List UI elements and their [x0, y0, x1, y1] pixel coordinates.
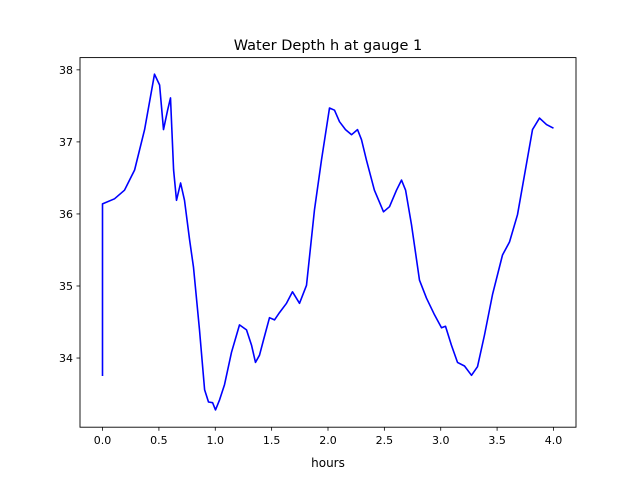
x-tick-label: 4.0 [545, 434, 563, 447]
y-tick-label: 37 [59, 136, 73, 149]
x-tick-label: 0.5 [150, 434, 168, 447]
x-tick-label: 1.5 [263, 434, 281, 447]
chart-title: Water Depth h at gauge 1 [234, 38, 422, 54]
y-tick-label: 38 [59, 64, 73, 77]
x-tick-label: 1.0 [207, 434, 225, 447]
plot-frame [79, 57, 577, 428]
x-tick-label: 0.0 [94, 434, 112, 447]
x-tick-label: 2.0 [319, 434, 337, 447]
x-tick-label: 2.5 [376, 434, 394, 447]
y-tick-label: 35 [59, 280, 73, 293]
y-tick-label: 34 [59, 352, 73, 365]
series-line-h [101, 73, 554, 411]
x-tick-label: 3.5 [488, 434, 506, 447]
y-tick-label: 36 [59, 208, 73, 221]
x-tick-label: 3.0 [432, 434, 450, 447]
x-axis-label: hours [311, 456, 345, 470]
